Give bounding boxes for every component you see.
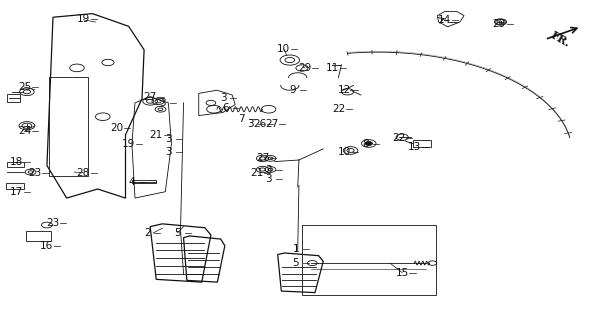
Circle shape [365, 142, 372, 145]
Text: 10: 10 [277, 44, 290, 54]
Text: 14: 14 [438, 15, 451, 25]
Text: 10: 10 [338, 147, 351, 157]
Text: 2: 2 [144, 228, 151, 238]
Text: 20: 20 [110, 123, 123, 133]
Bar [7, 162, 24, 167]
Text: 23: 23 [28, 168, 41, 178]
Bar [7, 94, 20, 102]
Text: 9: 9 [290, 85, 296, 95]
Text: 8: 8 [362, 139, 369, 149]
Text: 3: 3 [165, 134, 171, 144]
Text: 11: 11 [326, 63, 339, 73]
Text: 19: 19 [77, 14, 90, 24]
Text: 16: 16 [40, 241, 54, 251]
Text: 22: 22 [332, 104, 345, 114]
Text: 1: 1 [293, 244, 299, 254]
Bar [413, 140, 431, 147]
Text: FR.: FR. [548, 29, 572, 49]
Text: 24: 24 [18, 126, 31, 136]
Text: 7: 7 [238, 114, 245, 124]
Text: 27: 27 [256, 153, 269, 164]
Text: 18: 18 [10, 156, 23, 167]
Text: 17: 17 [10, 187, 23, 197]
Text: 28: 28 [77, 168, 90, 178]
Text: 3: 3 [159, 98, 166, 108]
Text: 6: 6 [223, 103, 229, 113]
Text: 21: 21 [250, 168, 263, 178]
Text: 22: 22 [392, 133, 406, 143]
Text: 3: 3 [165, 147, 171, 157]
Text: 19: 19 [122, 139, 135, 149]
Bar [49, 77, 88, 176]
Text: 27: 27 [265, 118, 278, 129]
Text: 27: 27 [143, 92, 157, 101]
Bar [302, 225, 436, 295]
Text: 23: 23 [46, 219, 60, 228]
Text: 3: 3 [247, 118, 254, 129]
Text: 3: 3 [265, 164, 272, 174]
Text: 13: 13 [407, 142, 421, 152]
Text: 15: 15 [395, 268, 409, 278]
Bar [132, 180, 156, 183]
Text: 3: 3 [265, 174, 272, 184]
Text: 3: 3 [220, 93, 226, 103]
Bar [26, 231, 51, 241]
Text: 5: 5 [293, 258, 299, 268]
Text: 21: 21 [149, 130, 163, 140]
Text: 26: 26 [253, 118, 266, 129]
Text: 25: 25 [18, 82, 31, 92]
Text: 4: 4 [129, 177, 135, 187]
Text: 12: 12 [338, 85, 351, 95]
Text: 29: 29 [493, 19, 506, 28]
Text: 29: 29 [298, 63, 312, 73]
Text: 5: 5 [174, 228, 181, 238]
Bar [6, 183, 24, 189]
